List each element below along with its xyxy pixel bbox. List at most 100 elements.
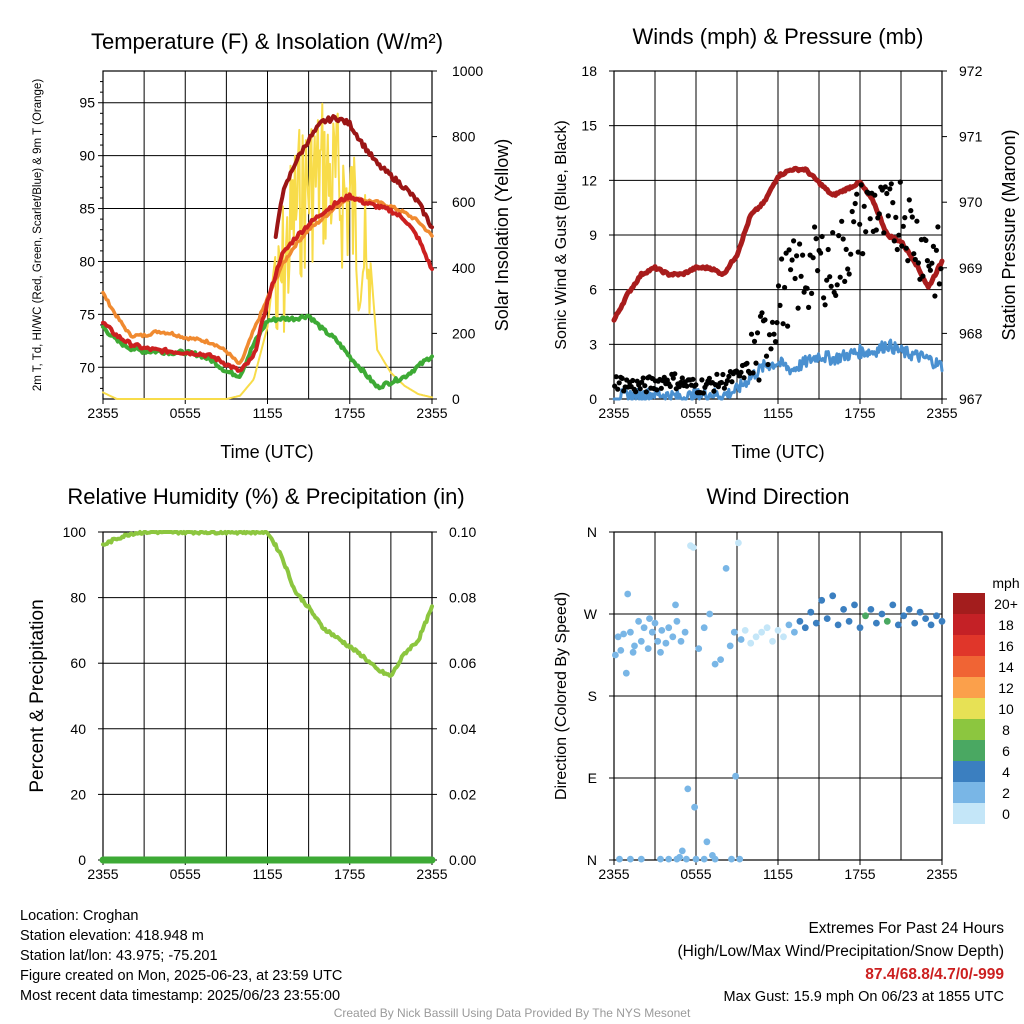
legend-label: 18 [998,617,1014,633]
y-right-tick-label: 968 [959,325,983,341]
gust-point [658,385,664,391]
gust-point [670,375,676,381]
gust-point [909,214,915,220]
gust-point [867,216,873,222]
gust-point [923,237,929,243]
direction-point [796,617,804,625]
gust-point [830,230,836,236]
y-tick-label: 100 [63,524,87,540]
gust-point [825,246,831,253]
gust-point [852,200,858,207]
direction-point [658,627,666,634]
gust-point [744,360,750,366]
legend-swatch [953,593,985,614]
gust-point [785,323,791,329]
legend-label: 12 [998,680,1014,696]
gust-point [711,388,717,394]
x-tick-label: 1155 [763,405,793,421]
info-location: Location: Croghan [20,908,139,924]
y-tick-label: W [584,606,598,622]
gust-point [748,331,755,337]
gust-point [927,267,934,273]
direction-point [620,630,627,638]
direction-point [700,624,708,632]
y-axis-label: Sonic Wind & Gust (Blue, Black) [553,120,570,349]
y-tick-label: 80 [70,590,86,606]
direction-point [662,639,670,647]
gust-point [821,295,827,301]
x-tick-label: 1755 [844,405,875,421]
gust-point [726,373,732,379]
y-tick-label: 9 [589,227,597,243]
y-axis-label: 2m T, Td, HI/WC (Red, Green, Scarlet/Blu… [32,79,44,391]
legend-swatch [953,698,985,719]
direction-point [862,612,869,620]
gust-point [684,383,690,389]
y-tick-label: 12 [581,172,597,188]
direction-point [657,855,664,863]
gust-point [911,251,917,257]
info-created: Figure created on Mon, 2025-06-23, at 23… [20,968,343,984]
x-tick-label: 2355 [598,866,629,882]
direction-point [651,619,659,627]
gust-point [933,247,940,253]
direction-point [845,617,853,625]
gust-point [836,233,842,239]
gust-point [902,215,908,221]
direction-point [700,855,708,863]
gust-point [851,219,857,225]
direction-point [774,627,782,634]
direction-point [717,656,724,663]
y-right-tick-label: 1000 [452,63,483,79]
direction-point [673,855,681,863]
max-gust: Max Gust: 15.9 mph On 06/23 at 1855 UTC [723,989,1004,1005]
gust-point [672,371,678,377]
gust-point [753,360,759,366]
gust-point [872,192,878,198]
gust-point [756,377,762,383]
direction-point [673,617,681,625]
direction-point [938,617,946,625]
gust-point [908,208,914,214]
x-tick-label: 1755 [334,405,365,421]
y-tick-label: 3 [589,336,597,352]
direction-point [752,633,760,641]
gust-point [896,232,902,238]
direction-point [900,612,908,620]
gust-point [860,251,866,257]
direction-point [683,855,690,863]
gust-point [762,317,768,323]
gust-point [791,238,797,244]
gust-point [772,339,779,345]
direction-point [741,627,749,634]
legend-swatch [953,656,985,677]
direction-point [726,642,734,650]
direction-point [785,621,793,629]
gust-point [930,243,937,249]
direction-point [735,539,742,547]
direction-point [867,606,875,613]
gust-point [890,200,896,206]
legend-label: 20+ [994,596,1018,612]
direction-point [629,648,637,656]
gust-point [777,302,783,308]
gust-point [914,218,920,224]
direction-point [617,647,625,654]
x-tick-label: 2355 [87,405,118,421]
gust-point [848,251,854,257]
gust-point [718,379,725,386]
direction-point [672,601,679,609]
gust-point [771,331,777,337]
y-axis-label: Percent & Precipitation [27,599,48,792]
gust-point [763,353,770,359]
gust-point [800,252,806,258]
gust-point [929,260,935,266]
gust-point [621,388,627,394]
y-tick-label: 15 [581,118,597,134]
y-tick-label: 80 [79,253,95,269]
gust-point [905,258,911,264]
direction-point [823,615,831,622]
direction-point [711,855,719,863]
gust-point [676,384,682,390]
